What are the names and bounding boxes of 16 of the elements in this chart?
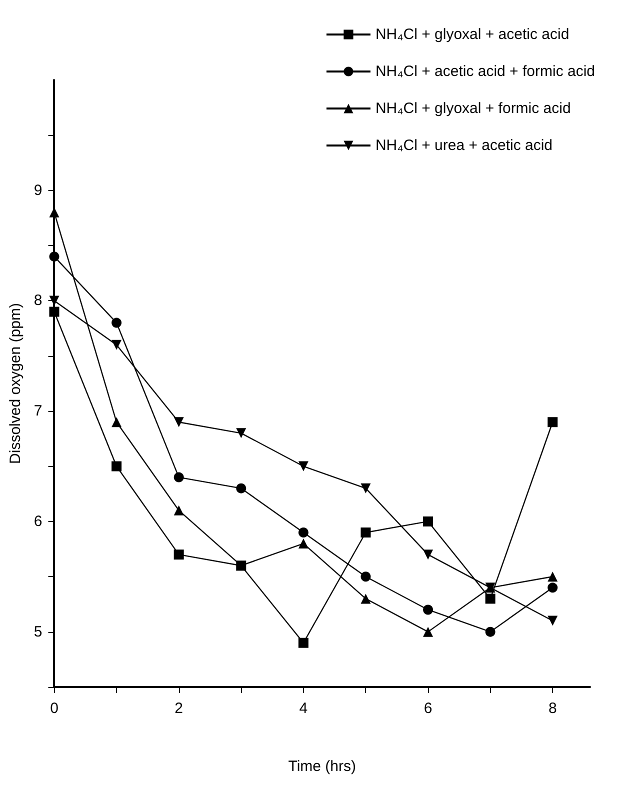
- y-tick-label: 8: [34, 292, 42, 310]
- x-axis-title: Time (hrs): [288, 758, 356, 775]
- y-axis-title: Dissolved oxygen (ppm): [7, 303, 24, 464]
- legend-label: NH₄Cl + glyoxal + acetic acid: [375, 26, 570, 43]
- y-tick-label: 9: [34, 182, 42, 199]
- x-tick-label: 4: [299, 700, 308, 717]
- x-tick-label: 8: [548, 700, 557, 717]
- legend-label: NH₄Cl + glyoxal + formic acid: [375, 100, 571, 117]
- x-tick-label: 2: [174, 700, 184, 717]
- y-tick-label: 7: [34, 402, 42, 420]
- y-tick-label: 6: [34, 512, 42, 530]
- legend-label: NH₄Cl + urea + acetic acid: [375, 137, 553, 154]
- x-tick-label: 6: [424, 700, 432, 717]
- legend-label: NH₄Cl + acetic acid + formic acid: [375, 63, 595, 80]
- x-tick-label: 0: [50, 700, 58, 717]
- y-tick-label: 5: [34, 623, 42, 640]
